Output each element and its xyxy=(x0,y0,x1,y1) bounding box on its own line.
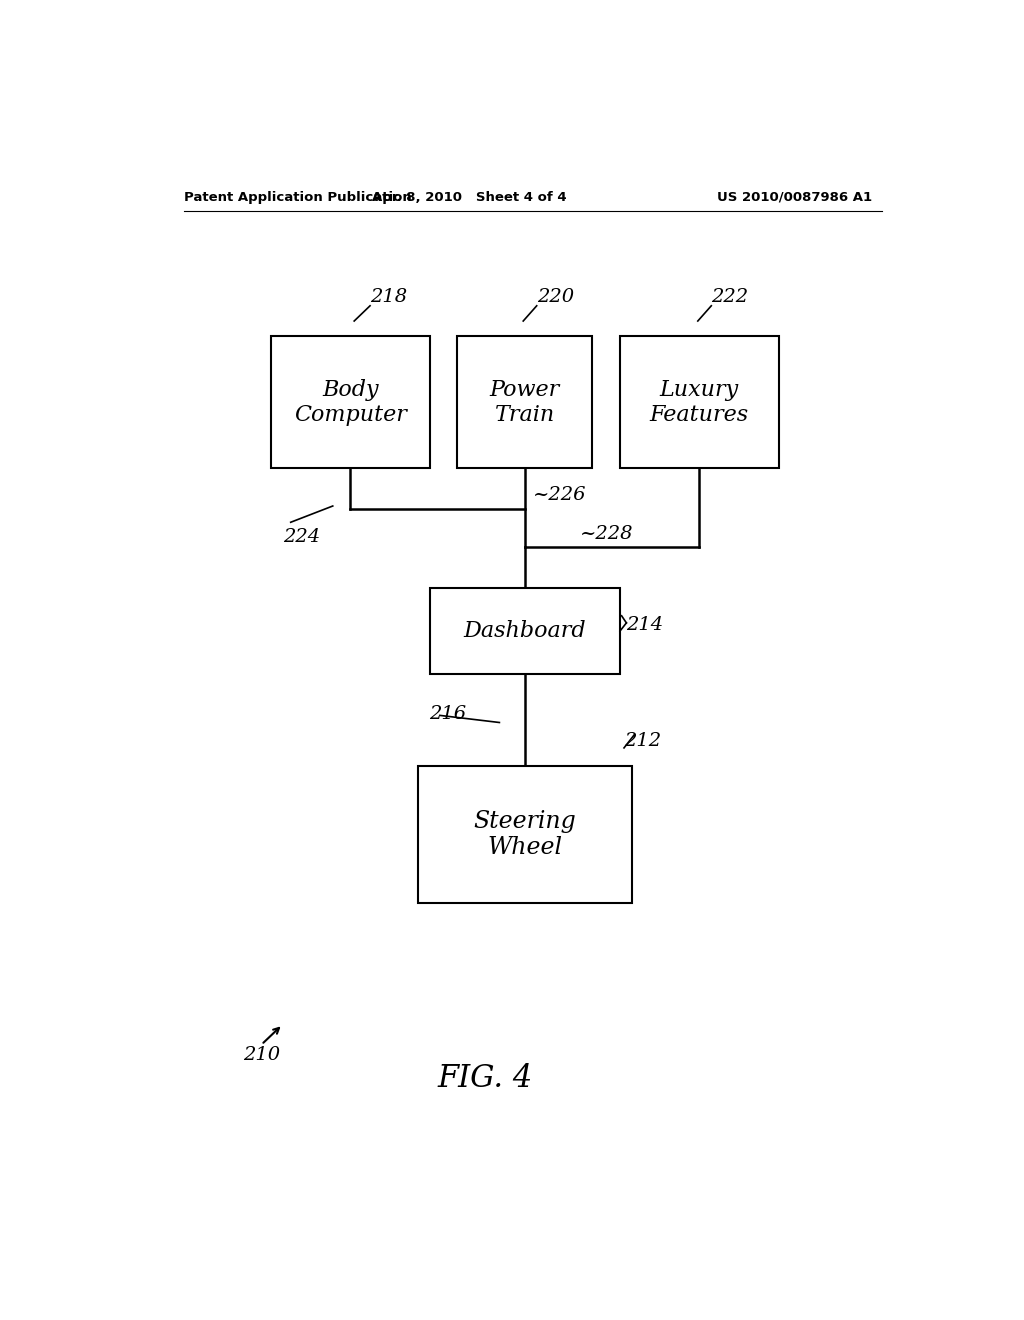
Text: Luxury
Features: Luxury Features xyxy=(650,379,749,426)
Text: Patent Application Publication: Patent Application Publication xyxy=(183,190,412,203)
Bar xyxy=(458,337,592,469)
Text: 222: 222 xyxy=(712,288,749,306)
Text: US 2010/0087986 A1: US 2010/0087986 A1 xyxy=(717,190,872,203)
Text: 220: 220 xyxy=(537,288,573,306)
Bar xyxy=(620,337,778,469)
Text: FIG. 4: FIG. 4 xyxy=(437,1063,532,1094)
Text: ~226: ~226 xyxy=(532,486,586,504)
Text: ~228: ~228 xyxy=(581,524,634,543)
Text: 210: 210 xyxy=(243,1045,281,1064)
Text: Dashboard: Dashboard xyxy=(464,620,586,642)
Text: Body
Computer: Body Computer xyxy=(294,379,407,426)
Text: 216: 216 xyxy=(430,705,467,722)
Text: Apr. 8, 2010   Sheet 4 of 4: Apr. 8, 2010 Sheet 4 of 4 xyxy=(372,190,566,203)
Bar xyxy=(418,766,632,903)
Text: Power
Train: Power Train xyxy=(489,379,560,426)
Text: 212: 212 xyxy=(624,733,662,750)
Text: Steering
Wheel: Steering Wheel xyxy=(473,809,577,859)
Text: 224: 224 xyxy=(283,528,319,546)
Text: 214: 214 xyxy=(627,616,664,634)
Text: 218: 218 xyxy=(370,288,408,306)
Bar xyxy=(430,587,621,675)
Bar xyxy=(270,337,430,469)
